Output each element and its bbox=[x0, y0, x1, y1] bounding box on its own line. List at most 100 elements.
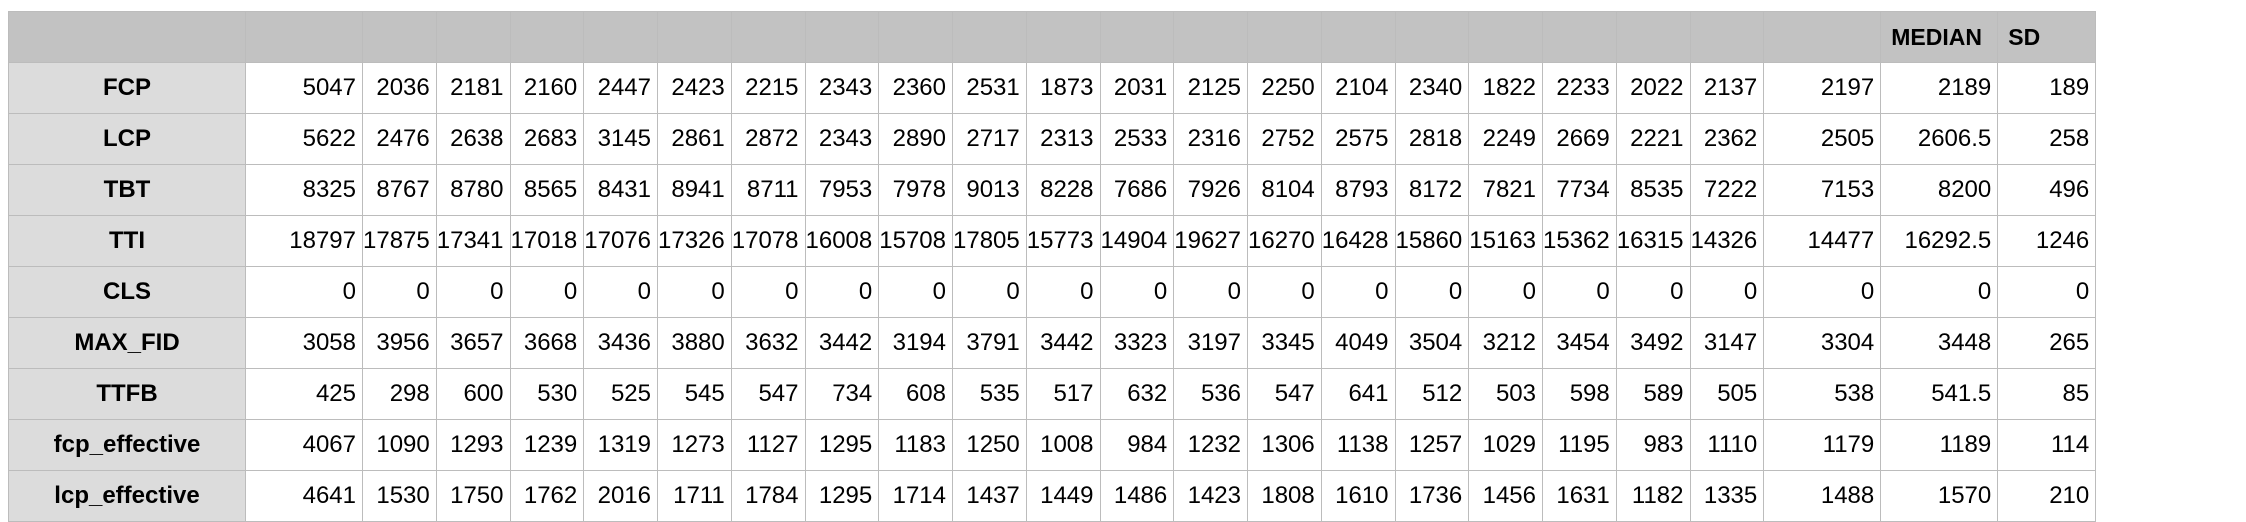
header-cell[interactable] bbox=[952, 11, 1027, 63]
value-cell[interactable]: 2031 bbox=[1099, 62, 1175, 114]
header-cell[interactable] bbox=[804, 11, 880, 63]
value-cell[interactable]: 0 bbox=[1099, 266, 1175, 318]
value-cell[interactable]: 17076 bbox=[583, 215, 658, 267]
value-cell[interactable]: 16315 bbox=[1615, 215, 1691, 267]
value-cell[interactable]: 541.5 bbox=[1880, 368, 1999, 420]
value-cell[interactable]: 265 bbox=[1997, 317, 2097, 369]
header-cell[interactable] bbox=[362, 11, 437, 63]
value-cell[interactable]: 3058 bbox=[245, 317, 363, 369]
value-cell[interactable]: 1232 bbox=[1173, 419, 1248, 471]
value-cell[interactable]: 1530 bbox=[362, 470, 437, 522]
value-cell[interactable]: 496 bbox=[1997, 164, 2097, 216]
value-cell[interactable]: 0 bbox=[435, 266, 511, 318]
value-cell[interactable]: 8767 bbox=[362, 164, 437, 216]
value-cell[interactable]: 17341 bbox=[435, 215, 511, 267]
header-cell[interactable] bbox=[583, 11, 658, 63]
value-cell[interactable]: 2181 bbox=[435, 62, 511, 114]
value-cell[interactable]: 545 bbox=[657, 368, 732, 420]
value-cell[interactable]: 0 bbox=[362, 266, 437, 318]
header-cell[interactable]: SD bbox=[1997, 11, 2097, 63]
value-cell[interactable]: 517 bbox=[1025, 368, 1101, 420]
row-label-cell[interactable]: CLS bbox=[8, 266, 246, 318]
value-cell[interactable]: 1182 bbox=[1615, 470, 1691, 522]
value-cell[interactable]: 4049 bbox=[1320, 317, 1396, 369]
value-cell[interactable]: 2752 bbox=[1247, 113, 1322, 165]
value-cell[interactable]: 0 bbox=[1468, 266, 1543, 318]
value-cell[interactable]: 7686 bbox=[1099, 164, 1175, 216]
value-cell[interactable]: 3304 bbox=[1763, 317, 1882, 369]
value-cell[interactable]: 3791 bbox=[952, 317, 1027, 369]
value-cell[interactable]: 5047 bbox=[245, 62, 363, 114]
header-cell[interactable] bbox=[1394, 11, 1470, 63]
value-cell[interactable]: 7222 bbox=[1689, 164, 1765, 216]
header-cell[interactable] bbox=[1689, 11, 1765, 63]
value-cell[interactable]: 2683 bbox=[509, 113, 585, 165]
value-cell[interactable]: 298 bbox=[362, 368, 437, 420]
value-cell[interactable]: 2249 bbox=[1468, 113, 1543, 165]
value-cell[interactable]: 1335 bbox=[1689, 470, 1765, 522]
value-cell[interactable]: 17078 bbox=[730, 215, 806, 267]
value-cell[interactable]: 7734 bbox=[1542, 164, 1617, 216]
header-cell[interactable] bbox=[1542, 11, 1617, 63]
value-cell[interactable]: 2137 bbox=[1689, 62, 1765, 114]
value-cell[interactable]: 1246 bbox=[1997, 215, 2097, 267]
value-cell[interactable]: 8228 bbox=[1025, 164, 1101, 216]
value-cell[interactable]: 641 bbox=[1320, 368, 1396, 420]
value-cell[interactable]: 2233 bbox=[1542, 62, 1617, 114]
header-cell[interactable] bbox=[730, 11, 806, 63]
value-cell[interactable]: 8172 bbox=[1394, 164, 1470, 216]
value-cell[interactable]: 2717 bbox=[952, 113, 1027, 165]
value-cell[interactable]: 547 bbox=[730, 368, 806, 420]
header-cell[interactable] bbox=[435, 11, 511, 63]
value-cell[interactable]: 16008 bbox=[804, 215, 880, 267]
value-cell[interactable]: 1714 bbox=[878, 470, 953, 522]
value-cell[interactable]: 2125 bbox=[1173, 62, 1248, 114]
value-cell[interactable]: 2476 bbox=[362, 113, 437, 165]
value-cell[interactable]: 1179 bbox=[1763, 419, 1882, 471]
value-cell[interactable]: 0 bbox=[1689, 266, 1765, 318]
value-cell[interactable]: 4067 bbox=[245, 419, 363, 471]
value-cell[interactable]: 16292.5 bbox=[1880, 215, 1999, 267]
value-cell[interactable]: 14904 bbox=[1099, 215, 1175, 267]
value-cell[interactable]: 85 bbox=[1997, 368, 2097, 420]
value-cell[interactable]: 984 bbox=[1099, 419, 1175, 471]
value-cell[interactable]: 0 bbox=[1763, 266, 1882, 318]
value-cell[interactable]: 3345 bbox=[1247, 317, 1322, 369]
value-cell[interactable]: 1319 bbox=[583, 419, 658, 471]
value-cell[interactable]: 1822 bbox=[1468, 62, 1543, 114]
value-cell[interactable]: 1570 bbox=[1880, 470, 1999, 522]
value-cell[interactable]: 2360 bbox=[878, 62, 953, 114]
value-cell[interactable]: 0 bbox=[657, 266, 732, 318]
header-cell[interactable] bbox=[1468, 11, 1543, 63]
value-cell[interactable]: 589 bbox=[1615, 368, 1691, 420]
value-cell[interactable]: 2872 bbox=[730, 113, 806, 165]
row-label-cell[interactable]: LCP bbox=[8, 113, 246, 165]
row-label-cell[interactable]: TTFB bbox=[8, 368, 246, 420]
value-cell[interactable]: 2340 bbox=[1394, 62, 1470, 114]
value-cell[interactable]: 1750 bbox=[435, 470, 511, 522]
value-cell[interactable]: 14477 bbox=[1763, 215, 1882, 267]
value-cell[interactable]: 17805 bbox=[952, 215, 1027, 267]
value-cell[interactable]: 1456 bbox=[1468, 470, 1543, 522]
value-cell[interactable]: 3442 bbox=[1025, 317, 1101, 369]
value-cell[interactable]: 3668 bbox=[509, 317, 585, 369]
value-cell[interactable]: 2160 bbox=[509, 62, 585, 114]
value-cell[interactable]: 1711 bbox=[657, 470, 732, 522]
value-cell[interactable]: 9013 bbox=[952, 164, 1027, 216]
value-cell[interactable]: 512 bbox=[1394, 368, 1470, 420]
header-cell[interactable] bbox=[1763, 11, 1882, 63]
header-cell[interactable] bbox=[657, 11, 732, 63]
value-cell[interactable]: 0 bbox=[1247, 266, 1322, 318]
value-cell[interactable]: 0 bbox=[509, 266, 585, 318]
value-cell[interactable]: 1029 bbox=[1468, 419, 1543, 471]
value-cell[interactable]: 2890 bbox=[878, 113, 953, 165]
value-cell[interactable]: 3323 bbox=[1099, 317, 1175, 369]
value-cell[interactable]: 2016 bbox=[583, 470, 658, 522]
value-cell[interactable]: 734 bbox=[804, 368, 880, 420]
value-cell[interactable]: 1293 bbox=[435, 419, 511, 471]
value-cell[interactable]: 15708 bbox=[878, 215, 953, 267]
value-cell[interactable]: 2197 bbox=[1763, 62, 1882, 114]
header-cell[interactable] bbox=[509, 11, 585, 63]
value-cell[interactable]: 19627 bbox=[1173, 215, 1248, 267]
value-cell[interactable]: 1295 bbox=[804, 470, 880, 522]
